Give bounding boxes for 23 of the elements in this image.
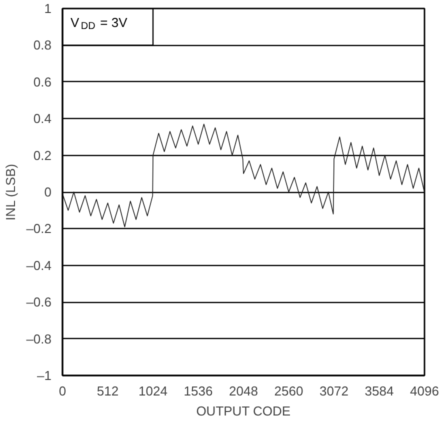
y-tick-label: –0.6 [26,294,52,310]
y-tick-label: –0.8 [26,331,52,346]
y-axis-title: INL (LSB) [3,164,18,221]
x-tick-label: 2560 [274,384,304,398]
y-tick-label: 0.2 [33,148,52,163]
x-tick-label: 3072 [320,384,348,398]
y-tick-label: –0.2 [26,221,52,236]
y-tick-label: 0.6 [33,74,52,90]
x-tick-label: 4096 [410,384,439,398]
x-tick-label: 1536 [184,384,213,398]
line-series [62,124,424,228]
x-tick-label: 512 [96,384,119,398]
y-tick-label: –0.4 [26,258,52,273]
x-tick-label: 1024 [138,384,168,398]
y-tick-label: 0.8 [33,38,52,53]
y-tick-label: 0 [44,184,52,200]
y-tick-label: 0.4 [33,111,52,126]
x-tick-label: 3584 [364,384,394,398]
x-tick-label: 0 [58,384,66,398]
y-tick-label: –1 [37,368,52,383]
x-axis-title: OUTPUT CODE [196,404,291,418]
x-tick-label: 2048 [229,384,258,398]
y-tick-label: 1 [44,1,52,16]
